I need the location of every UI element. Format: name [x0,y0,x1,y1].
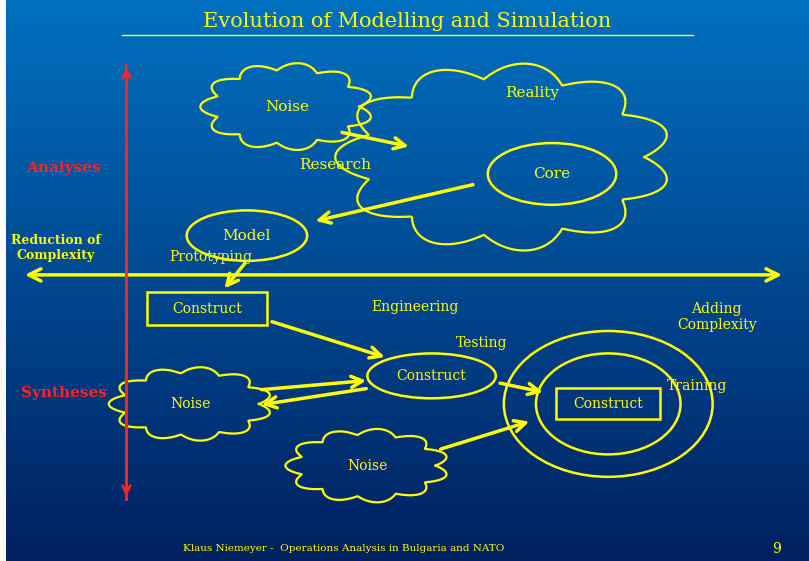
Text: Core: Core [533,167,570,181]
Text: Research: Research [299,159,371,172]
Text: Analyses: Analyses [27,162,101,175]
Text: 9: 9 [773,542,781,555]
Text: Training: Training [667,379,726,393]
Text: Prototyping: Prototyping [169,250,252,264]
Text: Noise: Noise [347,459,388,472]
Text: Evolution of Modelling and Simulation: Evolution of Modelling and Simulation [203,12,612,31]
Bar [556,388,660,420]
Text: Reduction of
Complexity: Reduction of Complexity [11,234,100,262]
Text: Syntheses: Syntheses [21,386,107,399]
Text: Reality: Reality [505,86,559,99]
Text: Construct: Construct [172,302,242,315]
Text: Adding
Complexity: Adding Complexity [677,302,756,332]
Text: Testing: Testing [455,337,507,350]
Text: Model: Model [222,229,271,242]
Text: Noise: Noise [171,397,211,411]
Text: Noise: Noise [265,100,309,113]
Text: Construct: Construct [396,369,467,383]
Bar [146,292,267,325]
Text: Klaus Niemeyer -  Operations Analysis in Bulgaria and NATO: Klaus Niemeyer - Operations Analysis in … [183,544,504,553]
Text: Construct: Construct [574,397,643,411]
Text: Engineering: Engineering [371,301,459,314]
